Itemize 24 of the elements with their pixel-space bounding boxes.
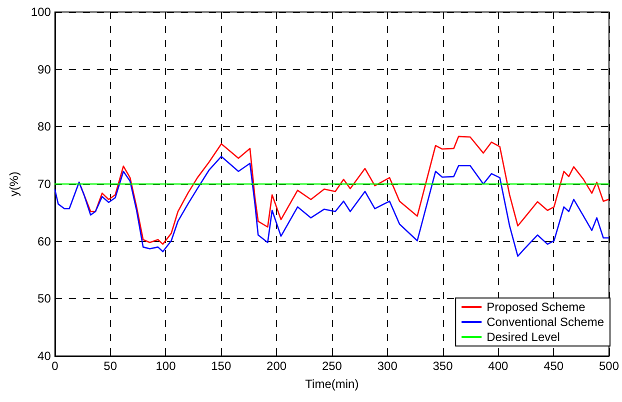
x-tick-label: 150 — [211, 359, 232, 373]
y-tick-label: 100 — [30, 5, 52, 19]
x-axis-title: Time(min) — [305, 377, 359, 391]
x-tick-label: 50 — [104, 359, 118, 373]
x-tick-label: 200 — [266, 359, 287, 373]
y-tick-label: 70 — [38, 177, 52, 191]
y-tick-label: 50 — [38, 292, 52, 306]
legend-label: Conventional Scheme — [486, 315, 604, 329]
y-tick-label: 40 — [38, 349, 52, 363]
x-tick-label: 450 — [544, 359, 564, 373]
x-tick-label: 500 — [598, 359, 620, 373]
x-tick-label: 250 — [322, 359, 342, 373]
x-tick-label: 350 — [432, 359, 454, 373]
x-tick-label: 300 — [377, 359, 398, 373]
x-tick-label: 400 — [488, 359, 509, 373]
line-series — [54, 156, 609, 257]
x-tick-label: 0 — [52, 359, 59, 373]
y-tick-label: 80 — [38, 120, 52, 134]
legend-label: Desired Level — [486, 330, 560, 344]
y-axis-title: y(%) — [7, 172, 21, 196]
y-tick-label: 60 — [38, 234, 52, 248]
y-tick-label: 90 — [38, 62, 52, 76]
x-tick-label: 100 — [156, 359, 176, 373]
legend-label: Proposed Scheme — [486, 300, 586, 314]
